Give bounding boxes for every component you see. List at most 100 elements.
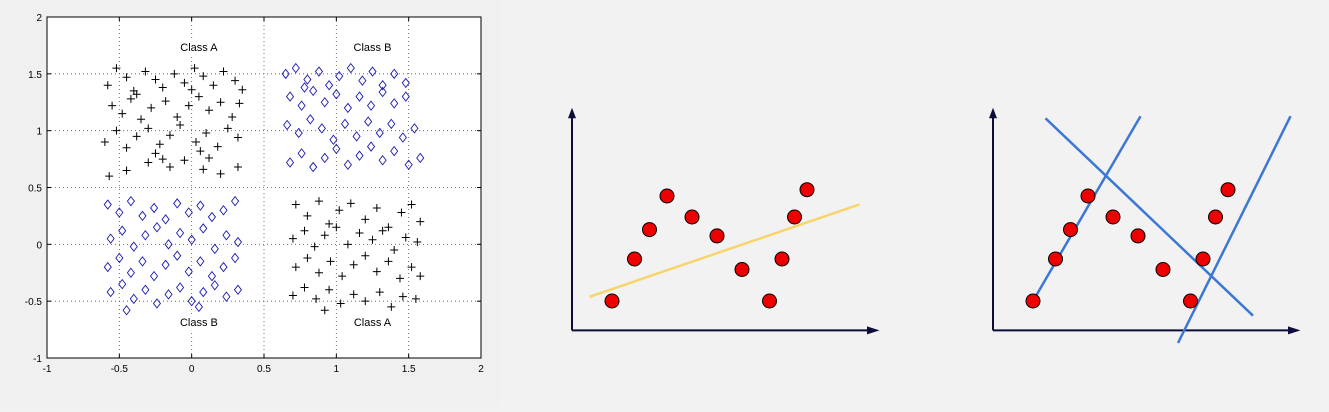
diamond-marker xyxy=(187,234,196,246)
plus-marker xyxy=(303,211,312,220)
plus-marker xyxy=(213,142,222,151)
diamond-marker xyxy=(291,62,300,74)
diamond-marker xyxy=(230,195,240,207)
diamond-marker xyxy=(199,286,208,298)
fit-line xyxy=(1176,115,1292,344)
x-tick-label: 0.5 xyxy=(257,364,271,375)
diamond-marker xyxy=(118,278,127,290)
diamond-marker xyxy=(285,157,295,168)
plus-marker xyxy=(300,226,309,235)
diamond-marker xyxy=(283,119,292,131)
diamond-marker xyxy=(332,143,341,155)
plus-marker xyxy=(216,169,225,178)
plus-marker xyxy=(180,78,189,87)
diamond-marker xyxy=(390,98,399,109)
plus-marker xyxy=(158,155,167,164)
diamond-marker xyxy=(378,86,387,98)
plus-marker xyxy=(398,292,407,301)
diamond-marker xyxy=(196,256,205,267)
x-tick-label: 1.5 xyxy=(402,364,416,375)
plus-marker xyxy=(387,302,396,311)
diamond-marker xyxy=(325,79,334,91)
plus-marker xyxy=(187,85,196,94)
diamond-marker xyxy=(404,159,413,170)
plus-marker xyxy=(219,67,228,76)
diamond-marker xyxy=(207,211,216,223)
plus-marker xyxy=(326,257,335,266)
y-tick-label: 0 xyxy=(36,240,42,251)
plus-marker xyxy=(288,234,297,243)
fit-line xyxy=(589,203,860,298)
plus-marker xyxy=(416,272,425,281)
plus-marker xyxy=(132,90,141,99)
diamond-marker xyxy=(297,148,306,159)
diamond-marker xyxy=(129,241,138,252)
fit-line xyxy=(1044,117,1254,317)
plus-marker xyxy=(112,126,121,135)
plus-marker xyxy=(103,81,112,90)
diamond-marker xyxy=(285,91,295,102)
plus-marker xyxy=(291,263,300,272)
x-axis-arrowhead xyxy=(867,326,880,335)
diamond-marker xyxy=(233,284,243,296)
diamond-marker xyxy=(210,280,219,291)
diamond-marker xyxy=(103,261,112,273)
plus-marker xyxy=(368,235,377,244)
diamond-marker xyxy=(196,200,205,211)
data-point xyxy=(799,182,815,198)
class-label: Class A xyxy=(354,317,392,329)
plus-marker xyxy=(300,283,309,292)
class-label: Class A xyxy=(180,42,218,54)
class-label: Class B xyxy=(180,317,218,329)
plus-marker xyxy=(147,103,156,112)
fit-lines xyxy=(1031,115,1292,344)
diamond-marker xyxy=(173,250,182,261)
diamond-marker xyxy=(184,266,193,277)
data-point xyxy=(1025,293,1041,309)
diamond-marker xyxy=(126,267,135,278)
x-tick-label: 2 xyxy=(478,364,484,375)
diamond-marker xyxy=(355,91,364,102)
diamond-marker xyxy=(410,123,419,134)
y-tick-label: 2 xyxy=(36,13,42,24)
plus-marker xyxy=(372,203,381,212)
diamond-marker xyxy=(126,195,135,207)
y-tick-label: 1.5 xyxy=(28,70,42,81)
plus-marker xyxy=(303,253,312,262)
plus-marker xyxy=(336,299,345,308)
diamond-marker xyxy=(332,89,341,100)
plus-marker xyxy=(355,228,364,237)
plus-marker xyxy=(395,274,404,283)
diamond-marker xyxy=(194,301,203,313)
diamond-marker xyxy=(340,118,350,130)
data-point xyxy=(1155,262,1171,277)
diamond-marker xyxy=(210,243,219,255)
plus-marker xyxy=(310,242,319,251)
data-points xyxy=(604,182,815,309)
diamond-marker xyxy=(152,222,162,233)
y-tick-label: 0.5 xyxy=(28,184,42,195)
plus-marker xyxy=(199,72,208,81)
plus-marker xyxy=(216,98,225,107)
diamond-marker xyxy=(306,114,315,125)
plus-marker xyxy=(118,109,127,118)
plus-marker xyxy=(137,115,146,124)
data-point xyxy=(1208,209,1223,225)
diamond-marker xyxy=(164,289,173,300)
diamond-marker xyxy=(103,199,112,210)
diamond-marker xyxy=(364,116,373,127)
diamond-marker xyxy=(309,161,318,173)
data-point xyxy=(627,251,642,267)
plus-marker xyxy=(205,153,214,162)
data-point xyxy=(762,293,777,309)
plus-marker xyxy=(411,294,420,303)
diamond-marker xyxy=(141,284,150,296)
plus-marker xyxy=(233,163,242,172)
annotation-background xyxy=(174,41,223,56)
diamond-marker xyxy=(122,305,131,316)
plus-marker xyxy=(165,163,174,172)
diamond-marker xyxy=(152,298,162,309)
y-tick-label: 1 xyxy=(36,127,42,138)
plus-marker xyxy=(291,200,300,209)
diamond-marker xyxy=(355,150,364,161)
